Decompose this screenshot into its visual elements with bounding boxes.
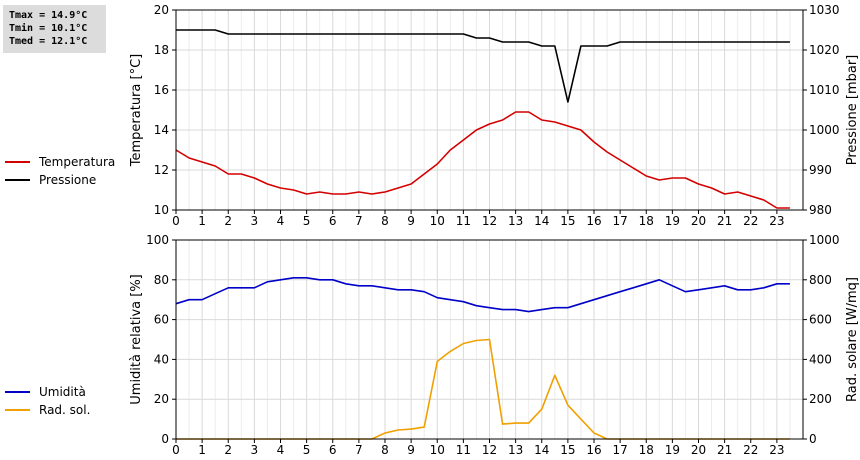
y-tick-label: 40 [154, 352, 169, 366]
stats-box: Tmax = 14.9°C Tmin = 10.1°C Tmed = 12.1°… [3, 5, 106, 53]
y-axis-label: Temperatura [°C] [129, 54, 144, 167]
y-tick-label: 20 [154, 392, 169, 406]
x-tick-label: 22 [743, 443, 758, 457]
y-tick-label: 12 [154, 163, 169, 177]
x-tick-label: 11 [456, 214, 471, 228]
x-tick-label: 6 [329, 443, 337, 457]
x-tick-label: 8 [381, 214, 389, 228]
chart-panel-2: 0 1 2 3 4 5 6 7 8 9 10 11 12 13 14 15 16 17 18 19 20 21 22 2302… [5, 233, 860, 457]
y-tick-label: 60 [154, 313, 169, 327]
x-tick-label: 20 [691, 214, 706, 228]
x-tick-label: 5 [303, 214, 311, 228]
x-tick-label: 7 [355, 443, 363, 457]
y2-tick-label: 980 [809, 203, 832, 217]
x-tick-label: 9 [407, 443, 415, 457]
y2-axis-label: Rad. solare [W/mq] [845, 277, 860, 402]
x-tick-label: 19 [665, 214, 680, 228]
x-tick-label: 12 [482, 214, 497, 228]
y2-tick-label: 400 [809, 352, 832, 366]
tmin-text: Tmin = 10.1°C [9, 23, 88, 34]
x-tick-label: 4 [277, 443, 285, 457]
x-tick-label: 10 [430, 214, 445, 228]
y-axis-label: Umidità relativa [%] [129, 274, 144, 404]
x-tick-label: 12 [482, 443, 497, 457]
y-tick-label: 100 [146, 233, 169, 247]
x-tick-label: 2 [224, 443, 232, 457]
y2-tick-label: 200 [809, 392, 832, 406]
x-tick-label: 5 [303, 443, 311, 457]
chart-panel-1: 0 1 2 3 4 5 6 7 8 9 10 11 12 13 14 15 16 17 18 19 20 21 22 2310… [5, 3, 860, 228]
legend-label: Pressione [39, 173, 96, 187]
x-tick-label: 0 [172, 443, 180, 457]
x-tick-label: 15 [560, 443, 575, 457]
y-tick-label: 10 [154, 203, 169, 217]
series-line-temperatura [175, 111, 790, 209]
x-tick-label: 17 [612, 443, 627, 457]
x-tick-label: 17 [612, 214, 627, 228]
x-tick-label: 11 [456, 443, 471, 457]
x-tick-label: 4 [277, 214, 285, 228]
x-tick-label: 13 [508, 443, 523, 457]
x-tick-label: 16 [586, 443, 601, 457]
tmed-text: Tmed = 12.1°C [9, 36, 88, 47]
x-tick-label: 1 [198, 214, 206, 228]
y2-tick-label: 1010 [809, 83, 840, 97]
legend-label: Rad. sol. [39, 403, 90, 417]
x-tick-label: 15 [560, 214, 575, 228]
x-tick-label: 14 [534, 214, 549, 228]
y2-tick-label: 990 [809, 163, 832, 177]
x-tick-label: 3 [251, 443, 259, 457]
x-tick-label: 7 [355, 214, 363, 228]
x-tick-label: 0 [172, 214, 180, 228]
x-tick-label: 8 [381, 443, 389, 457]
x-tick-label: 18 [639, 443, 654, 457]
series-line-umidit [175, 276, 790, 313]
x-tick-label: 10 [430, 443, 445, 457]
legend-label: Temperatura [38, 155, 115, 169]
tmax-text: Tmax = 14.9°C [9, 10, 88, 21]
y-tick-label: 18 [154, 43, 169, 57]
y-tick-label: 20 [154, 3, 169, 17]
y2-tick-label: 1030 [809, 3, 840, 17]
y-tick-label: 80 [154, 273, 169, 287]
x-tick-label: 18 [639, 214, 654, 228]
x-tick-label: 23 [769, 443, 784, 457]
x-tick-label: 14 [534, 443, 549, 457]
y2-tick-label: 1020 [809, 43, 840, 57]
x-tick-label: 20 [691, 443, 706, 457]
x-tick-label: 23 [769, 214, 784, 228]
x-tick-label: 6 [329, 214, 337, 228]
y2-tick-label: 600 [809, 313, 832, 327]
y-tick-label: 0 [161, 432, 169, 446]
x-tick-label: 1 [198, 443, 206, 457]
x-tick-label: 16 [586, 214, 601, 228]
legend-label: Umidità [39, 385, 86, 399]
x-tick-label: 13 [508, 214, 523, 228]
series-line-pressione [176, 29, 790, 103]
y2-tick-label: 800 [809, 273, 832, 287]
y2-axis-label: Pressione [mbar] [845, 55, 860, 166]
x-tick-label: 9 [407, 214, 415, 228]
y2-tick-label: 1000 [809, 233, 840, 247]
y2-tick-label: 1000 [809, 123, 840, 137]
x-tick-label: 19 [665, 443, 680, 457]
x-tick-label: 21 [717, 214, 732, 228]
y-tick-label: 14 [154, 123, 169, 137]
x-tick-label: 3 [251, 214, 259, 228]
y2-tick-label: 0 [809, 432, 817, 446]
series-line-rad-sol [176, 338, 790, 440]
y-tick-label: 16 [154, 83, 169, 97]
x-tick-label: 21 [717, 443, 732, 457]
x-tick-label: 22 [743, 214, 758, 228]
x-tick-label: 2 [224, 214, 232, 228]
